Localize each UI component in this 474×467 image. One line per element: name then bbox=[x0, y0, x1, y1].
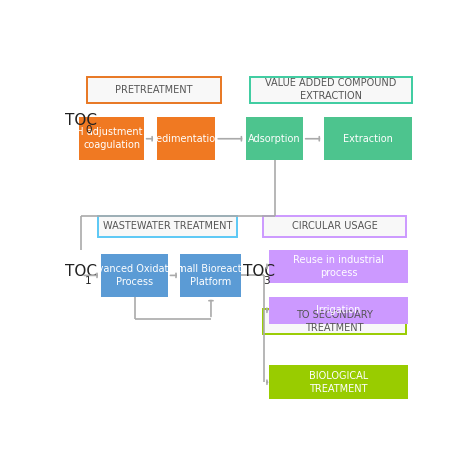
Text: Sedimentation: Sedimentation bbox=[150, 134, 222, 144]
Text: WASTEWATER TREATMENT: WASTEWATER TREATMENT bbox=[103, 221, 232, 231]
Bar bbox=[156, 117, 215, 160]
Bar bbox=[263, 216, 406, 237]
Bar bbox=[87, 77, 221, 103]
Text: BIOLOGICAL
TREATMENT: BIOLOGICAL TREATMENT bbox=[309, 371, 368, 394]
Bar bbox=[98, 216, 237, 237]
Text: PRETREATMENT: PRETREATMENT bbox=[115, 85, 192, 95]
Bar bbox=[269, 365, 408, 399]
Bar bbox=[246, 117, 303, 160]
Bar bbox=[80, 117, 144, 160]
Bar bbox=[269, 297, 408, 324]
Bar bbox=[269, 250, 408, 283]
Bar bbox=[250, 77, 412, 103]
Text: TOC: TOC bbox=[65, 113, 97, 128]
Text: CIRCULAR USAGE: CIRCULAR USAGE bbox=[292, 221, 378, 231]
Text: VALUE ADDED COMPOUND
EXTRACTION: VALUE ADDED COMPOUND EXTRACTION bbox=[265, 78, 397, 101]
Text: 0: 0 bbox=[85, 125, 91, 135]
Bar bbox=[101, 254, 168, 297]
Text: 3: 3 bbox=[263, 276, 270, 286]
Text: TOC: TOC bbox=[243, 264, 275, 279]
Text: Extraction: Extraction bbox=[343, 134, 393, 144]
Text: Advanced Oxidation
Process: Advanced Oxidation Process bbox=[85, 264, 184, 287]
Bar bbox=[263, 309, 406, 333]
Bar bbox=[324, 117, 412, 160]
Bar bbox=[181, 254, 241, 297]
Text: pH adjustment &
coagulation: pH adjustment & coagulation bbox=[70, 127, 153, 150]
Text: 1: 1 bbox=[85, 276, 91, 286]
Text: TOC: TOC bbox=[65, 264, 97, 279]
Text: TO SECONDARY
TREATMENT: TO SECONDARY TREATMENT bbox=[296, 310, 373, 333]
Text: Small Bioreactor
Platform: Small Bioreactor Platform bbox=[171, 264, 251, 287]
Text: Irrigation: Irrigation bbox=[316, 305, 361, 315]
Text: Reuse in industrial
process: Reuse in industrial process bbox=[293, 255, 384, 278]
Text: Adsorption: Adsorption bbox=[248, 134, 301, 144]
